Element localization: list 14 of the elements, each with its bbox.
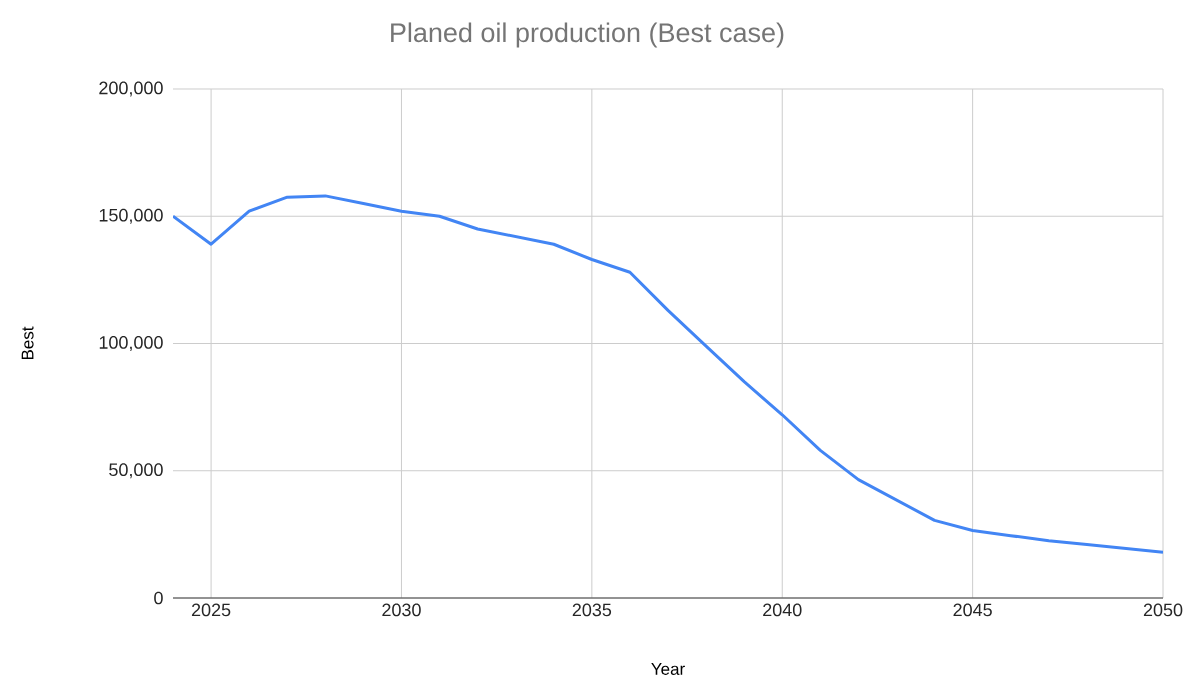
y-tick-label: 100,000 — [99, 336, 163, 351]
y-axis-title: Best — [21, 326, 34, 360]
x-tick-label: 2035 — [572, 603, 612, 617]
y-tick-label: 200,000 — [99, 81, 163, 97]
y-tick-label: 150,000 — [99, 208, 163, 224]
chart-title: Planed oil production (Best case) — [391, 22, 784, 48]
x-tick-label: 2050 — [1143, 603, 1183, 617]
x-tick-label: 2045 — [953, 603, 992, 617]
x-tick-label: 2025 — [191, 603, 231, 617]
x-tick-label: 2030 — [382, 603, 421, 617]
y-tick-label: 50,000 — [109, 463, 163, 479]
y-tick-label: 0 — [154, 591, 163, 605]
x-axis-title: Year — [651, 663, 685, 675]
x-tick-label: 2040 — [763, 603, 802, 617]
